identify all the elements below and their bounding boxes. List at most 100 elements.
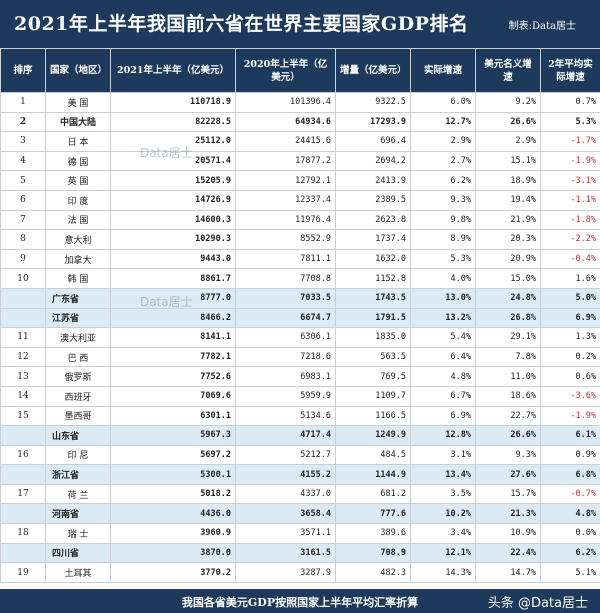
real-growth-cell: 3.5% bbox=[410, 483, 476, 505]
increase-cell: 2413.9 bbox=[335, 170, 411, 191]
table-row: 2 中国大陆 82228.5 64934.6 17293.9 12.7% 26.6% 5.3% bbox=[0, 111, 600, 133]
increase-cell: 1737.4 bbox=[335, 229, 411, 250]
avg-growth-cell: -1.9% bbox=[540, 150, 600, 172]
province-row: 江苏省 8466.2 6674.7 1791.5 13.2% 26.8% 6.9% bbox=[0, 307, 600, 329]
gdp-2021-cell: 110718.9 bbox=[110, 92, 236, 113]
gdp-2021-cell: 7782.1 bbox=[110, 346, 236, 368]
avg-growth-cell: 6.9% bbox=[540, 307, 600, 329]
avg-growth-cell: 0.6% bbox=[540, 366, 600, 387]
avg-growth-cell: 0.7% bbox=[540, 92, 600, 113]
gdp-2021-cell: 3770.2 bbox=[110, 562, 236, 583]
gdp-2021-cell: 14726.9 bbox=[110, 189, 236, 211]
rank-cell bbox=[0, 503, 46, 525]
rank-cell: 2 bbox=[0, 111, 46, 133]
nominal-growth-cell: 22.7% bbox=[475, 405, 541, 427]
nominal-growth-cell: 27.6% bbox=[475, 464, 541, 485]
rank-cell: 6 bbox=[0, 189, 46, 211]
nominal-growth-cell: 9.2% bbox=[475, 92, 541, 113]
real-growth-cell: 3.4% bbox=[410, 523, 476, 544]
footer-bar: 我国各省美元GDP按照国家上半年平均汇率折算 头条 @Data居士 bbox=[0, 589, 600, 613]
name-cell: 西班牙 bbox=[45, 385, 111, 407]
table-row: 16 印 尼 5697.2 5212.7 484.5 3.1% 9.3% 0.9% bbox=[0, 444, 600, 466]
gdp-2020-cell: 7708.8 bbox=[235, 268, 336, 289]
gdp-2020-cell: 6306.1 bbox=[235, 327, 336, 348]
col-header-name: 国家（地区） bbox=[45, 48, 111, 93]
gdp-2021-cell: 5018.2 bbox=[110, 483, 236, 505]
increase-cell: 9322.5 bbox=[335, 92, 411, 113]
name-cell: 印 度 bbox=[45, 189, 111, 211]
gdp-2021-cell: 3870.0 bbox=[110, 542, 236, 564]
name-cell: 印 尼 bbox=[45, 444, 111, 466]
increase-cell: 769.5 bbox=[335, 366, 411, 387]
credit-label: 制表:Data居士 bbox=[508, 21, 576, 32]
nominal-growth-cell: 20.3% bbox=[475, 229, 541, 250]
rank-cell bbox=[0, 425, 46, 446]
gdp-2021-cell: 4436.0 bbox=[110, 503, 236, 525]
increase-cell: 681.2 bbox=[335, 483, 411, 505]
gdp-2020-cell: 17877.2 bbox=[235, 150, 336, 172]
nominal-growth-cell: 15.7% bbox=[475, 483, 541, 505]
increase-cell: 482.3 bbox=[335, 562, 411, 583]
real-growth-cell: 12.7% bbox=[410, 111, 476, 133]
real-growth-cell: 6.4% bbox=[410, 346, 476, 368]
rank-cell: 8 bbox=[0, 229, 46, 250]
gdp-2021-cell: 8466.2 bbox=[110, 307, 236, 329]
nominal-growth-cell: 26.6% bbox=[475, 111, 541, 133]
avg-growth-cell: -0.4% bbox=[540, 248, 600, 270]
title-bar: 2021年上半年我国前六省在世界主要国家GDP排名 制表:Data居士 bbox=[0, 0, 600, 48]
rank-cell: 18 bbox=[0, 523, 46, 544]
table-row: 10 韩 国 8861.7 7708.8 1152.8 4.0% 15.0% 1.6% bbox=[0, 268, 600, 289]
name-cell: 土耳其 bbox=[45, 562, 111, 583]
name-cell: 美 国 bbox=[45, 92, 111, 113]
avg-growth-cell: -0.7% bbox=[540, 483, 600, 505]
real-growth-cell: 6.2% bbox=[410, 170, 476, 191]
gdp-2021-cell: 8141.1 bbox=[110, 327, 236, 348]
avg-growth-cell: 1.3% bbox=[540, 327, 600, 348]
increase-cell: 1743.5 bbox=[335, 287, 411, 309]
increase-cell: 484.5 bbox=[335, 444, 411, 466]
name-cell: 英 国 bbox=[45, 170, 111, 191]
table-row: 17 荷 兰 5018.2 4337.0 681.2 3.5% 15.7% -0.7% bbox=[0, 483, 600, 505]
table-row: 15 墨西哥 6301.1 5134.6 1166.5 6.9% 22.7% -1.9% bbox=[0, 405, 600, 427]
gdp-2021-cell: 15205.9 bbox=[110, 170, 236, 191]
gdp-2021-cell: 3960.9 bbox=[110, 523, 236, 544]
avg-growth-cell: 0.2% bbox=[540, 346, 600, 368]
name-cell: 日 本 bbox=[45, 131, 111, 152]
name-cell: 墨西哥 bbox=[45, 405, 111, 427]
rank-cell: 16 bbox=[0, 444, 46, 466]
col-header-2020: 2020年上半年（亿美元） bbox=[235, 48, 336, 93]
gdp-2020-cell: 6674.7 bbox=[235, 307, 336, 329]
nominal-growth-cell: 21.9% bbox=[475, 209, 541, 231]
nominal-growth-cell: 7.8% bbox=[475, 346, 541, 368]
nominal-growth-cell: 21.3% bbox=[475, 503, 541, 525]
increase-cell: 1109.7 bbox=[335, 385, 411, 407]
avg-growth-cell: 5.0% bbox=[540, 287, 600, 309]
gdp-2020-cell: 8552.9 bbox=[235, 229, 336, 250]
increase-cell: 1166.5 bbox=[335, 405, 411, 427]
gdp-2020-cell: 12792.1 bbox=[235, 170, 336, 191]
gdp-2021-cell: 8777.0 bbox=[110, 287, 236, 309]
increase-cell: 17293.9 bbox=[335, 111, 411, 133]
real-growth-cell: 5.3% bbox=[410, 248, 476, 270]
rank-cell: 17 bbox=[0, 483, 46, 505]
gdp-2020-cell: 11976.4 bbox=[235, 209, 336, 231]
name-cell: 江苏省 bbox=[45, 307, 111, 329]
real-growth-cell: 6.0% bbox=[410, 92, 476, 113]
name-cell: 意大利 bbox=[45, 229, 111, 250]
province-row: 河南省 4436.0 3658.4 777.6 10.2% 21.3% 4.8% bbox=[0, 503, 600, 525]
col-header-2yr-avg: 2年平均实际增速 bbox=[540, 48, 600, 93]
increase-cell: 1152.8 bbox=[335, 268, 411, 289]
gdp-2020-cell: 5212.7 bbox=[235, 444, 336, 466]
col-header-nominal-growth: 美元名义增速 bbox=[475, 48, 541, 93]
real-growth-cell: 2.9% bbox=[410, 131, 476, 152]
gdp-2021-cell: 10290.3 bbox=[110, 229, 236, 250]
name-cell: 瑞 士 bbox=[45, 523, 111, 544]
rank-cell bbox=[0, 542, 46, 564]
gdp-2021-cell: 5300.1 bbox=[110, 464, 236, 485]
gdp-2020-cell: 24415.6 bbox=[235, 131, 336, 152]
gdp-2020-cell: 64934.6 bbox=[235, 111, 336, 133]
avg-growth-cell: -2.2% bbox=[540, 229, 600, 250]
nominal-growth-cell: 18.6% bbox=[475, 385, 541, 407]
increase-cell: 1144.9 bbox=[335, 464, 411, 485]
gdp-2020-cell: 5959.9 bbox=[235, 385, 336, 407]
